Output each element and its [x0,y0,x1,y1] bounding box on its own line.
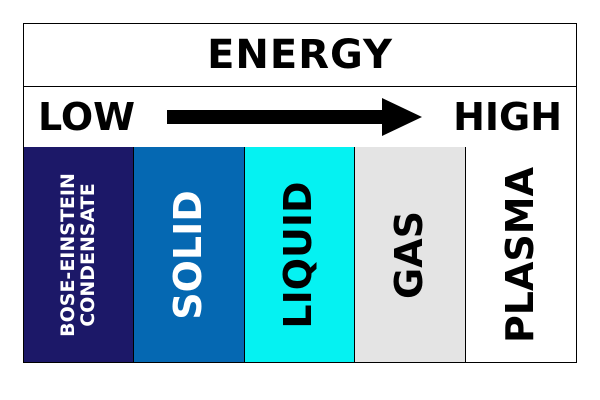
state-label-line: SOLID [166,189,211,320]
state-solid: SOLID [134,147,245,362]
state-gas: GAS [355,147,466,362]
state-label-line: CONDENSATE [76,182,99,327]
states-row: BOSE-EINSTEIN CONDENSATE SOLID LIQUID GA… [24,147,576,362]
low-label: LOW [38,94,136,139]
state-label: SOLID [166,189,211,320]
state-liquid: LIQUID [244,147,356,362]
state-bose-einstein-condensate: BOSE-EINSTEIN CONDENSATE [24,147,135,362]
state-label-line: BOSE-EINSTEIN [56,172,79,337]
energy-scale-row: LOW HIGH [24,86,576,148]
state-label: LIQUID [276,180,321,329]
state-label-line: GAS [386,210,431,299]
state-plasma: PLASMA [465,147,576,362]
high-label: HIGH [453,94,562,139]
state-label: BOSE-EINSTEIN CONDENSATE [56,172,99,337]
title-row: ENERGY [24,24,576,87]
states-of-matter-diagram: ENERGY LOW HIGH BOSE-EINSTEIN CONDENSATE… [23,23,577,363]
state-label: PLASMA [497,166,542,343]
state-label: GAS [386,210,431,299]
arrow-right-icon [167,98,422,136]
state-label-line: LIQUID [276,180,321,329]
state-label-line: PLASMA [497,166,542,343]
diagram-title: ENERGY [207,32,393,78]
